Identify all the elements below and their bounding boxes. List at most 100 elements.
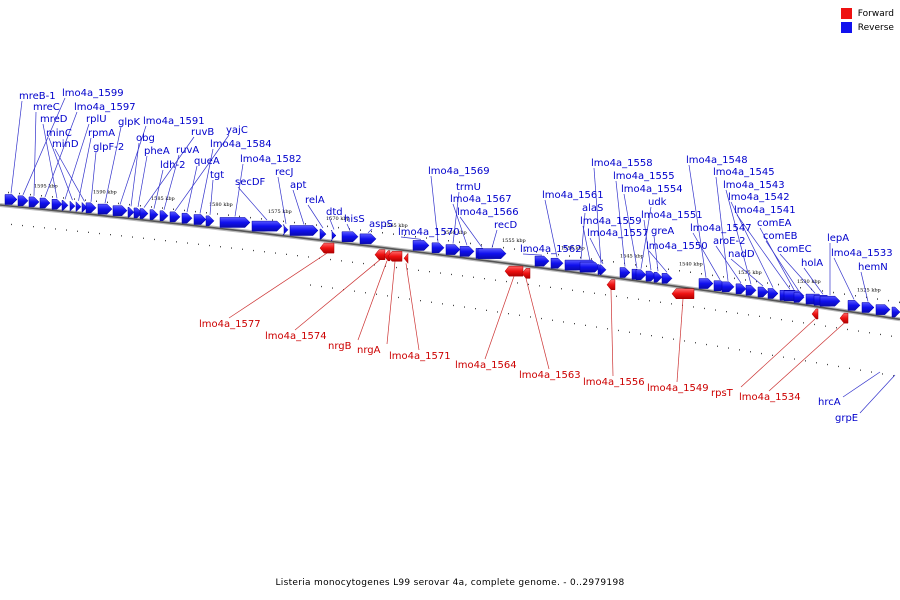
gene-label-hola: holA (801, 258, 823, 269)
backbone-line (0, 204, 900, 321)
gene-label-nrga: nrgA (357, 345, 381, 356)
gene-label-lmo4a-1562: lmo4a_1562 (520, 244, 582, 255)
kbp-label-7: 1560 kbp (443, 230, 467, 236)
gene-label-secdf: secDF (235, 177, 266, 188)
kbp-label-2: 1585 kbp (151, 196, 175, 202)
gene-hiss-arrow (341, 231, 359, 242)
gene-nrga-arrow (387, 251, 403, 262)
gene-label-lmo4a-1584: lmo4a_1584 (210, 139, 272, 150)
gene-label-lmo4a-1534: lmo4a_1534 (739, 392, 801, 403)
gene-hemn-arrow (861, 302, 875, 313)
gene-recd-arrow (477, 248, 507, 259)
kbp-label-0: 1595 kbp (34, 183, 58, 189)
gene-minc-arrow (69, 200, 76, 212)
gene-dtd-arrow (330, 230, 337, 241)
gene-label-lmo4a-1570: lmo4a_1570 (398, 227, 460, 238)
gene-lmo4a-1577-arrow (319, 242, 335, 254)
gene-label-lmo4a-1564: lmo4a_1564 (455, 360, 517, 371)
gene-ruvb-arrow (139, 208, 149, 219)
gene-apt-arrow (289, 225, 319, 236)
gene-label-lmo4a-1545: lmo4a_1545 (713, 167, 775, 178)
forward-swatch (840, 8, 852, 19)
gene-label-yajc: yajC (226, 125, 248, 136)
gene-lmo4a-1557-arrow (599, 264, 607, 276)
kbp-label-3: 1580 kbp (209, 202, 233, 208)
gene-lmo4a-1561-arrow (550, 257, 564, 269)
kbp-label-5: 1570 kbp (326, 216, 350, 222)
gene-secdf-arrow (251, 220, 283, 232)
kbp-label-12: 1535 kbp (738, 270, 762, 276)
gene-label-lmo4a-1561: lmo4a_1561 (542, 190, 604, 201)
gene-lmo4a-1584-arrow (193, 214, 207, 225)
gene-lmo4a-1574-arrow (374, 249, 386, 260)
gene-label-lmo4a-1577: lmo4a_1577 (199, 319, 261, 330)
gene-label-nadd: nadD (728, 249, 755, 260)
gene-label-quea: queA (194, 156, 220, 167)
gene-lmo4a-1555-arrow (619, 267, 631, 278)
genome-caption: Listeria monocytogenes L99 serovar 4a, c… (275, 578, 625, 588)
gene-label-dtd: dtd (326, 207, 343, 218)
gene-label-udk: udk (648, 197, 667, 208)
gene-label-lmo4a-1547: lmo4a_1547 (690, 223, 752, 234)
gene-label-lmo4a-1541: lmo4a_1541 (734, 205, 796, 216)
gene-label-lmo4a-1557: lmo4a_1557 (587, 228, 649, 239)
gene-label-mrec: mreC (33, 102, 60, 113)
gene-label-lepa: lepA (827, 233, 849, 244)
gene-recj-arrow (282, 224, 289, 236)
gene-label-ruva: ruvA (176, 145, 199, 156)
gene-label-lmo4a-1574: lmo4a_1574 (265, 331, 327, 342)
gene-yajc-arrow (169, 211, 181, 223)
gene-label-mreb-1: mreB-1 (19, 91, 56, 102)
gene-udk-arrow (635, 269, 647, 280)
gene-lmo4a-1533-arrow (847, 300, 861, 311)
gene-label-hiss: hisS (344, 214, 365, 225)
gene-lmo4a-1549-arrow (671, 288, 695, 299)
kbp-label-8: 1555 kbp (502, 238, 526, 244)
gene-obg-arrow (127, 207, 135, 218)
gene-label-glpk: glpK (118, 117, 140, 128)
tick-marks (8, 191, 900, 377)
gene-edge-b-arrow (891, 306, 900, 318)
gene-label-grpe: grpE (835, 413, 858, 424)
gene-lmo4a-1599-arrow (17, 195, 29, 207)
gene-label-lmo4a-1558: lmo4a_1558 (591, 158, 653, 169)
gene-lmo4a-1556-arrow (606, 279, 616, 291)
gene-glpf-2-arrow (85, 202, 97, 214)
kbp-label-9: 1550 kbp (561, 246, 585, 252)
gene-mred-arrow (51, 199, 63, 210)
gene-label-nrgb: nrgB (328, 341, 352, 352)
gene-label-rplu: rplU (86, 114, 107, 125)
gene-lmo4a-1559-arrow (579, 261, 601, 273)
reverse-swatch (840, 22, 852, 33)
gene-rpst-arrow (811, 308, 819, 320)
gene-label-lmo4a-1569: lmo4a_1569 (428, 166, 490, 177)
gene-label-rpst: rpsT (711, 388, 734, 399)
gene-edge-a-arrow (875, 304, 891, 315)
gene-label-comec: comEC (777, 244, 812, 255)
gene-phea-arrow (133, 207, 143, 219)
gene-label-recd: recD (494, 220, 518, 231)
gene-lmo4a-1571-arrow (403, 252, 409, 265)
gene-label-minc: minC (46, 128, 72, 139)
kbp-label-14: 1525 kbp (857, 288, 881, 294)
gene-label-comea: comEA (757, 218, 792, 229)
gene-trmu-arrow (445, 244, 461, 255)
gene-lmo4a-1564-arrow (504, 265, 524, 277)
gene-lepa-arrow (819, 295, 841, 307)
gene-features (4, 194, 900, 324)
legend-forward-label: Forward (857, 8, 894, 19)
gene-label-lmo4a-1543: lmo4a_1543 (723, 180, 785, 191)
gene-comeb-arrow (793, 292, 805, 303)
gene-label-apt: apt (290, 180, 306, 191)
gene-label-mind: minD (52, 139, 79, 150)
gene-label-lmo4a-1551: lmo4a_1551 (641, 210, 703, 221)
gene-lmo4a-1567-arrow (459, 246, 475, 257)
gene-lmo4a-1562-arrow (534, 255, 550, 267)
gene-tgt-arrow (205, 215, 215, 227)
gene-label-comeb: comEB (763, 231, 798, 242)
gene-nadd-arrow (757, 286, 769, 298)
gene-aroe-2-arrow (735, 283, 747, 295)
gene-quea-arrow (181, 212, 193, 224)
gene-label-ldh-2: ldh-2 (160, 160, 185, 171)
genome-backbone (0, 203, 900, 322)
